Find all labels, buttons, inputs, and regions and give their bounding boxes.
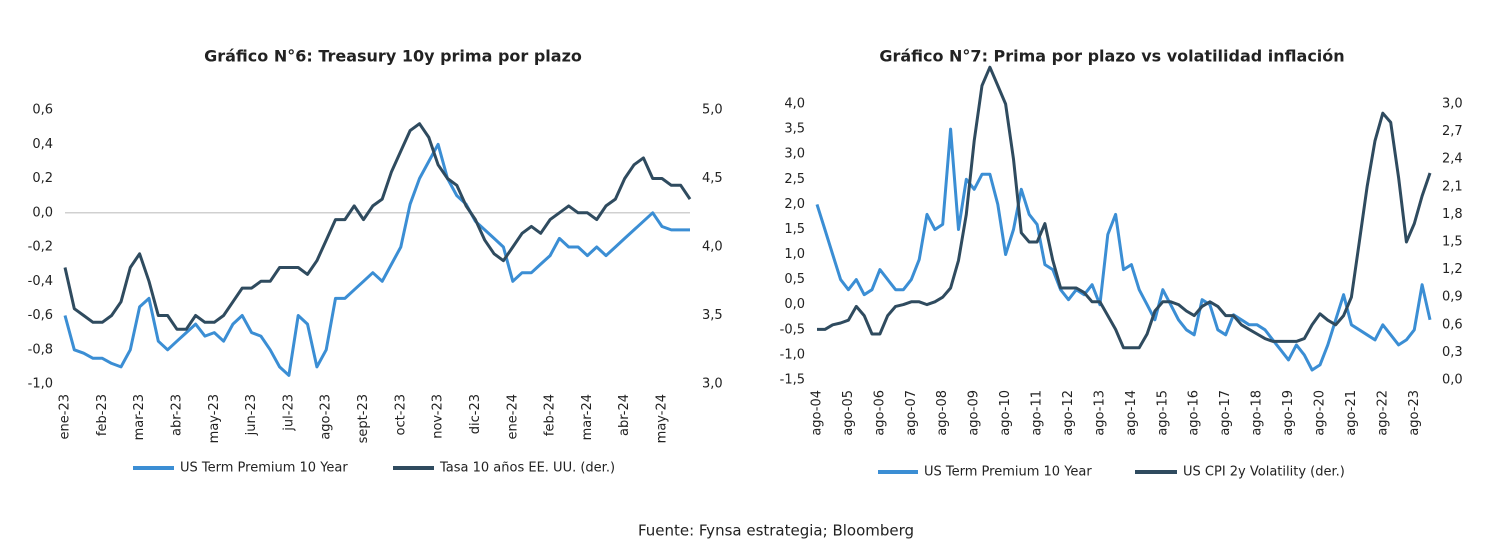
series-line xyxy=(63,142,690,377)
x-tick-label: ago-05 xyxy=(841,390,856,436)
x-tick-label: jul-23 xyxy=(281,394,296,432)
y-tick-label: -1,5 xyxy=(780,373,805,388)
x-tick-label: feb-23 xyxy=(95,394,110,436)
y2-tick-label: 2,7 xyxy=(1442,124,1463,139)
source-note: Fuente: Fynsa estrategia; Bloomberg xyxy=(638,522,914,540)
y2-tick-label: 3,0 xyxy=(1442,97,1463,112)
legend-label: US Term Premium 10 Year xyxy=(180,461,348,476)
y-tick-label: 0,6 xyxy=(32,103,53,118)
y-tick-label: 1,0 xyxy=(784,247,805,262)
y-tick-label: -1,0 xyxy=(780,347,805,362)
series-line xyxy=(815,127,1432,372)
x-tick-label: ago-20 xyxy=(1312,390,1327,436)
x-tick-label: ago-13 xyxy=(1092,390,1107,436)
x-tick-label: ago-15 xyxy=(1155,390,1170,436)
y-tick-label: -0,6 xyxy=(28,308,53,323)
y2-tick-label: 3,5 xyxy=(702,308,723,323)
chart-title: Gráfico N°6: Treasury 10y prima por plaz… xyxy=(204,47,582,66)
y2-tick-label: 2,1 xyxy=(1442,179,1463,194)
x-tick-label: ago-23 xyxy=(1407,390,1422,436)
x-tick-label: ago-07 xyxy=(904,390,919,436)
x-tick-label: mar-24 xyxy=(580,394,595,440)
x-tick-label: ago-22 xyxy=(1375,390,1390,436)
y-tick-label: -0,4 xyxy=(28,274,53,289)
y-tick-label: 0,2 xyxy=(32,171,53,186)
x-tick-label: ago-21 xyxy=(1344,390,1359,436)
y-tick-label: 2,5 xyxy=(784,172,805,187)
x-tick-label: mar-23 xyxy=(132,394,147,440)
x-tick-label: feb-24 xyxy=(543,394,558,436)
x-tick-label: ago-04 xyxy=(810,390,825,436)
legend-label: Tasa 10 años EE. UU. (der.) xyxy=(439,461,615,476)
legend-label: US Term Premium 10 Year xyxy=(924,465,1092,480)
x-tick-label: ene-23 xyxy=(58,394,73,439)
x-tick-label: nov-23 xyxy=(431,394,446,439)
y-tick-label: 3,5 xyxy=(784,122,805,137)
y-tick-label: 2,0 xyxy=(784,197,805,212)
x-tick-label: ago-18 xyxy=(1250,390,1265,436)
y2-tick-label: 2,4 xyxy=(1442,152,1463,167)
y2-tick-label: 4,5 xyxy=(702,171,723,186)
y-tick-label: 0,4 xyxy=(32,137,53,152)
y-tick-label: 0,5 xyxy=(784,272,805,287)
x-tick-label: ago-06 xyxy=(872,390,887,436)
x-tick-label: ago-09 xyxy=(967,390,982,436)
x-tick-label: ago-10 xyxy=(998,390,1013,436)
y-tick-label: -0,2 xyxy=(28,240,53,255)
legend-label: US CPI 2y Volatility (der.) xyxy=(1183,465,1345,480)
y2-tick-label: 0,0 xyxy=(1442,373,1463,388)
x-tick-label: oct-23 xyxy=(393,394,408,435)
y-tick-label: -0,8 xyxy=(28,342,53,357)
y2-tick-label: 0,3 xyxy=(1442,345,1463,360)
x-tick-label: ago-23 xyxy=(319,394,334,440)
x-tick-label: dic-23 xyxy=(468,394,483,434)
series-line xyxy=(817,65,1432,350)
chart-title: Gráfico N°7: Prima por plazo vs volatili… xyxy=(879,47,1344,66)
y-tick-label: 0,0 xyxy=(784,297,805,312)
y2-tick-label: 1,2 xyxy=(1442,262,1463,277)
x-tick-label: may-24 xyxy=(655,394,670,443)
x-tick-label: ago-16 xyxy=(1187,390,1202,436)
x-tick-label: ago-11 xyxy=(1030,390,1045,436)
y2-tick-label: 3,0 xyxy=(702,377,723,392)
y-tick-label: 4,0 xyxy=(784,97,805,112)
y-tick-label: -1,0 xyxy=(28,377,53,392)
y2-tick-label: 1,8 xyxy=(1442,207,1463,222)
x-tick-label: ene-24 xyxy=(505,394,520,439)
y-tick-label: 3,0 xyxy=(784,147,805,162)
y-tick-label: 0,0 xyxy=(32,205,53,220)
x-tick-label: may-23 xyxy=(207,394,222,443)
y-tick-label: 1,5 xyxy=(784,222,805,237)
x-tick-label: ago-19 xyxy=(1281,390,1296,436)
y2-tick-label: 0,9 xyxy=(1442,290,1463,305)
x-tick-label: ago-17 xyxy=(1218,390,1233,436)
x-tick-label: jun-23 xyxy=(244,394,259,436)
y-tick-label: -0,5 xyxy=(780,322,805,337)
x-tick-label: ago-08 xyxy=(935,390,950,436)
x-tick-label: sept-23 xyxy=(356,394,371,443)
x-tick-label: abr-23 xyxy=(169,394,184,436)
x-tick-label: ago-12 xyxy=(1061,390,1076,436)
y2-tick-label: 4,0 xyxy=(702,240,723,255)
series-line xyxy=(63,122,692,331)
x-tick-label: ago-14 xyxy=(1124,390,1139,436)
y2-tick-label: 0,6 xyxy=(1442,317,1463,332)
y2-tick-label: 1,5 xyxy=(1442,235,1463,250)
x-tick-label: abr-24 xyxy=(617,394,632,436)
y2-tick-label: 5,0 xyxy=(702,103,723,118)
